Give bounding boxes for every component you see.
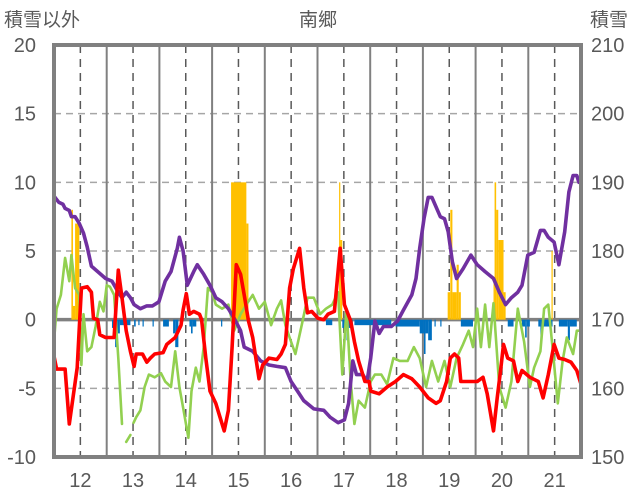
orange-bar: [246, 223, 249, 320]
blue-bar: [558, 319, 568, 327]
blue-bar: [423, 319, 426, 354]
right-y-tick-label: 170: [591, 310, 624, 332]
orange-bar: [496, 209, 499, 320]
left-y-tick-label: 20: [14, 35, 36, 57]
left-y-tick-label: 5: [25, 241, 36, 263]
blue-bar: [142, 319, 144, 327]
orange-bar: [452, 292, 457, 320]
blue-bar: [354, 319, 392, 326]
blue-bar: [221, 319, 223, 327]
blue-bar: [395, 319, 420, 327]
blue-bar: [425, 319, 429, 334]
right-y-tick-label: 150: [591, 447, 624, 469]
blue-bar: [138, 319, 140, 326]
blue-bar: [440, 319, 442, 327]
blue-bar: [173, 319, 176, 334]
blue-bar: [152, 319, 154, 327]
orange-bar: [75, 223, 80, 320]
blue-bar: [521, 319, 526, 327]
x-tick-label: 14: [175, 470, 197, 492]
x-tick-label: 17: [333, 470, 355, 492]
blue-bar: [567, 319, 570, 341]
x-axis: 12 13 14 15 16 17 18 19 20 21: [69, 470, 566, 492]
purple-series-line: [52, 173, 581, 425]
blue-bar: [325, 319, 333, 326]
orange-bar: [72, 305, 76, 320]
x-tick-label: 13: [122, 470, 144, 492]
right-y-tick-label: 210: [591, 35, 624, 57]
orange-bar: [447, 292, 451, 320]
blue-bar: [526, 319, 530, 327]
blue-bar: [569, 319, 577, 327]
x-tick-label: 16: [280, 470, 302, 492]
blue-bar: [419, 319, 424, 334]
blue-bar: [191, 319, 193, 334]
blue-bar: [507, 319, 514, 327]
x-tick-label: 20: [491, 470, 513, 492]
x-tick-label: 21: [544, 470, 566, 492]
orange-bar: [498, 240, 504, 320]
blue-bar: [192, 319, 197, 327]
blue-bar: [525, 319, 527, 338]
chart-title: 南郷: [299, 9, 337, 31]
x-tick-label: 15: [227, 470, 249, 492]
x-tick-label: 12: [69, 470, 91, 492]
plot-frame: [52, 43, 583, 459]
left-axis-title: 積雪以外: [4, 9, 80, 31]
right-y-tick-label: 180: [591, 241, 624, 263]
x-tick-label: 18: [385, 470, 407, 492]
blue-bar: [538, 319, 541, 327]
orange-bar: [458, 292, 461, 320]
x-tick-label: 19: [438, 470, 460, 492]
left-y-tick-label: -10: [7, 447, 36, 469]
left-y-tick-label: 10: [14, 172, 36, 194]
blue-bar: [428, 319, 432, 341]
left-y-tick-label: 15: [14, 104, 36, 126]
blue-bar: [117, 319, 120, 334]
orange-bar: [493, 278, 495, 320]
blue-bar: [460, 319, 473, 327]
right-y-tick-label: 200: [591, 104, 624, 126]
left-y-tick-label: 0: [25, 310, 36, 332]
orange-bar: [551, 251, 553, 320]
line-series: [52, 173, 583, 444]
blue-bar: [434, 319, 436, 327]
red-series-line: [52, 246, 583, 433]
blue-bar: [542, 319, 553, 327]
right-axis-title: 積雪: [590, 9, 628, 31]
blue-bar: [134, 319, 136, 327]
orange-bar: [456, 264, 459, 320]
blue-bar: [189, 319, 192, 327]
right-y-tick-label: 160: [591, 378, 624, 400]
blue-bar: [163, 319, 169, 327]
orange-bar: [494, 182, 497, 320]
bar-series: [71, 182, 577, 354]
right-y-tick-label: 190: [591, 172, 624, 194]
left-y-tick-label: -5: [18, 378, 36, 400]
right-y-axis: 210 200 190 180 170 160 150: [591, 35, 624, 469]
left-y-axis: 20 15 10 5 0 -5 -10: [7, 35, 36, 469]
